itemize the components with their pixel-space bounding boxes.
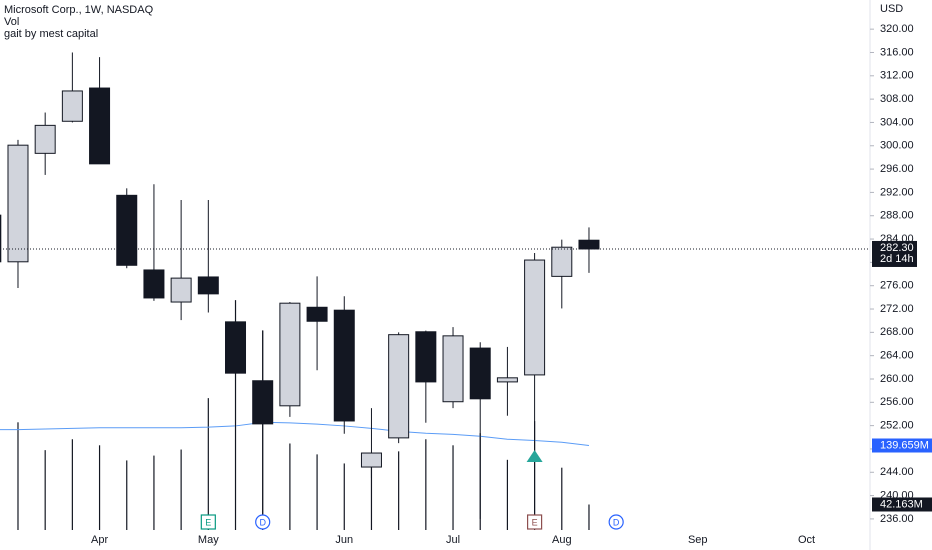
x-tick-label: May	[198, 534, 219, 546]
countdown-label: 2d 14h	[880, 253, 914, 265]
candle-body	[116, 194, 138, 266]
y-tick-label: 312.00	[880, 70, 914, 82]
y-tick-label: 296.00	[880, 163, 914, 175]
candle-body	[524, 259, 546, 376]
candle-body	[7, 144, 29, 263]
ma-label: 139.659M	[880, 439, 929, 451]
event-marker	[526, 514, 543, 530]
candle-body	[469, 347, 491, 400]
y-tick-label: 316.00	[880, 46, 914, 58]
volume-label-box	[872, 497, 932, 512]
candle-body	[442, 335, 464, 403]
candle-body	[61, 90, 83, 122]
candle-body	[170, 277, 192, 303]
candle-body	[360, 452, 382, 468]
last-price-box	[872, 240, 917, 267]
y-tick-label: 288.00	[880, 210, 914, 222]
event-label: D	[259, 517, 266, 527]
x-tick-label: Jul	[446, 534, 460, 546]
candle-body	[388, 334, 410, 439]
candle-body	[143, 269, 165, 299]
x-tick-label: Sep	[688, 534, 708, 546]
event-label: E	[205, 517, 211, 527]
candle-body	[306, 306, 328, 322]
y-tick-label: 236.00	[880, 513, 914, 525]
event-marker	[255, 514, 271, 530]
candle-body	[551, 246, 573, 277]
y-tick-label: 300.00	[880, 140, 914, 152]
y-tick-label: 252.00	[880, 420, 914, 432]
candle-body	[197, 276, 219, 295]
candle-body	[0, 214, 2, 263]
y-tick-label: 260.00	[880, 373, 914, 385]
event-label: E	[532, 517, 538, 527]
chart-author: gait by mest capital	[4, 28, 98, 40]
candle-body	[415, 331, 437, 383]
event-label: D	[613, 517, 620, 527]
y-tick-label: 292.00	[880, 186, 914, 198]
y-tick-label: 276.00	[880, 280, 914, 292]
last-price-label: 282.30	[880, 242, 914, 254]
x-tick-label: Jun	[335, 534, 353, 546]
y-tick-label: 304.00	[880, 116, 914, 128]
event-marker	[200, 514, 216, 530]
signal-triangle	[526, 450, 543, 462]
y-tick-label: 264.00	[880, 350, 914, 362]
candle-body	[578, 239, 600, 250]
candle-body	[496, 377, 518, 383]
y-tick-label: 244.00	[880, 466, 914, 478]
chart-title: Microsoft Corp., 1W, NASDAQ	[4, 4, 154, 16]
currency-label: USD	[880, 3, 903, 15]
candle-body	[89, 87, 111, 165]
candle-body	[279, 302, 301, 407]
candle-body	[252, 380, 274, 425]
x-tick-label: Oct	[798, 534, 815, 546]
y-tick-label: 256.00	[880, 396, 914, 408]
y-tick-label: 272.00	[880, 303, 914, 315]
y-tick-label: 320.00	[880, 23, 914, 35]
candle-body	[34, 124, 56, 154]
y-tick-label: 308.00	[880, 93, 914, 105]
chart-subtitle: Vol	[4, 16, 19, 28]
x-tick-label: Aug	[552, 534, 572, 546]
volume-label: 42.163M	[880, 498, 923, 510]
event-marker	[608, 514, 624, 530]
volume-ma-line	[0, 421, 590, 446]
ma-label-box	[872, 438, 932, 453]
candle-body	[333, 309, 355, 422]
y-tick-label: 268.00	[880, 326, 914, 338]
x-tick-label: Apr	[91, 534, 108, 546]
candle-body	[225, 321, 247, 374]
